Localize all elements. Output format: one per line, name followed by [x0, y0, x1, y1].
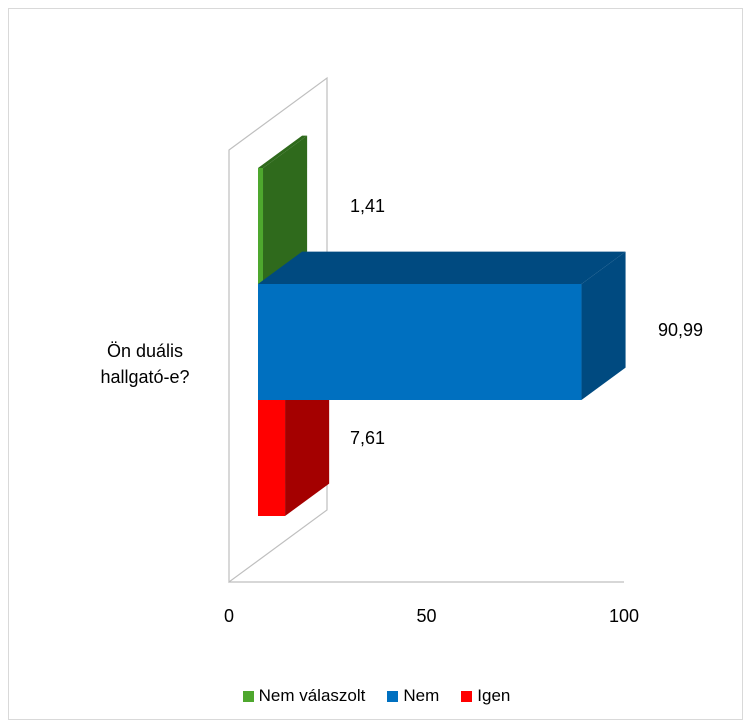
- category-label-line-2: hallgató-e?: [100, 367, 190, 387]
- bar-nem: [258, 284, 582, 400]
- bar-top-nem: [258, 251, 626, 284]
- chart-frame: [8, 8, 743, 720]
- legend-swatch-nem-valaszolt: [242, 690, 254, 702]
- bar-side-igen: [285, 367, 330, 516]
- data-label-nem: 90,99: [658, 320, 703, 340]
- legend-label-igen: Igen: [477, 686, 511, 705]
- legend-swatch-igen: [461, 690, 473, 702]
- bar-top-nem-v-laszolt: [258, 135, 308, 168]
- bar-side-nem-v-laszolt: [263, 135, 308, 284]
- x-tick-label: 0: [224, 606, 234, 626]
- data-label-nem-v-laszolt: 1,41: [350, 196, 385, 216]
- x-tick-label: 100: [609, 606, 639, 626]
- bar-igen: [258, 400, 286, 516]
- legend-item-nem: Nem: [387, 686, 439, 706]
- category-label: Ön duális hallgató-e?: [60, 338, 230, 390]
- bar-side-nem: [581, 251, 626, 400]
- legend-label-nem-valaszolt: Nem válaszolt: [258, 686, 366, 705]
- legend: Nem válaszolt Nem Igen: [0, 686, 753, 706]
- legend-swatch-nem: [387, 690, 399, 702]
- bar-nem-v-laszolt: [258, 168, 264, 284]
- data-label-igen: 7,61: [350, 428, 385, 448]
- legend-item-igen: Igen: [461, 686, 510, 706]
- legend-item-nem-valaszolt: Nem válaszolt: [242, 686, 366, 706]
- side-wall: [228, 76, 328, 584]
- category-label-line-1: Ön duális: [106, 341, 184, 361]
- legend-label-nem: Nem: [403, 686, 440, 705]
- x-tick-label: 50: [416, 606, 436, 626]
